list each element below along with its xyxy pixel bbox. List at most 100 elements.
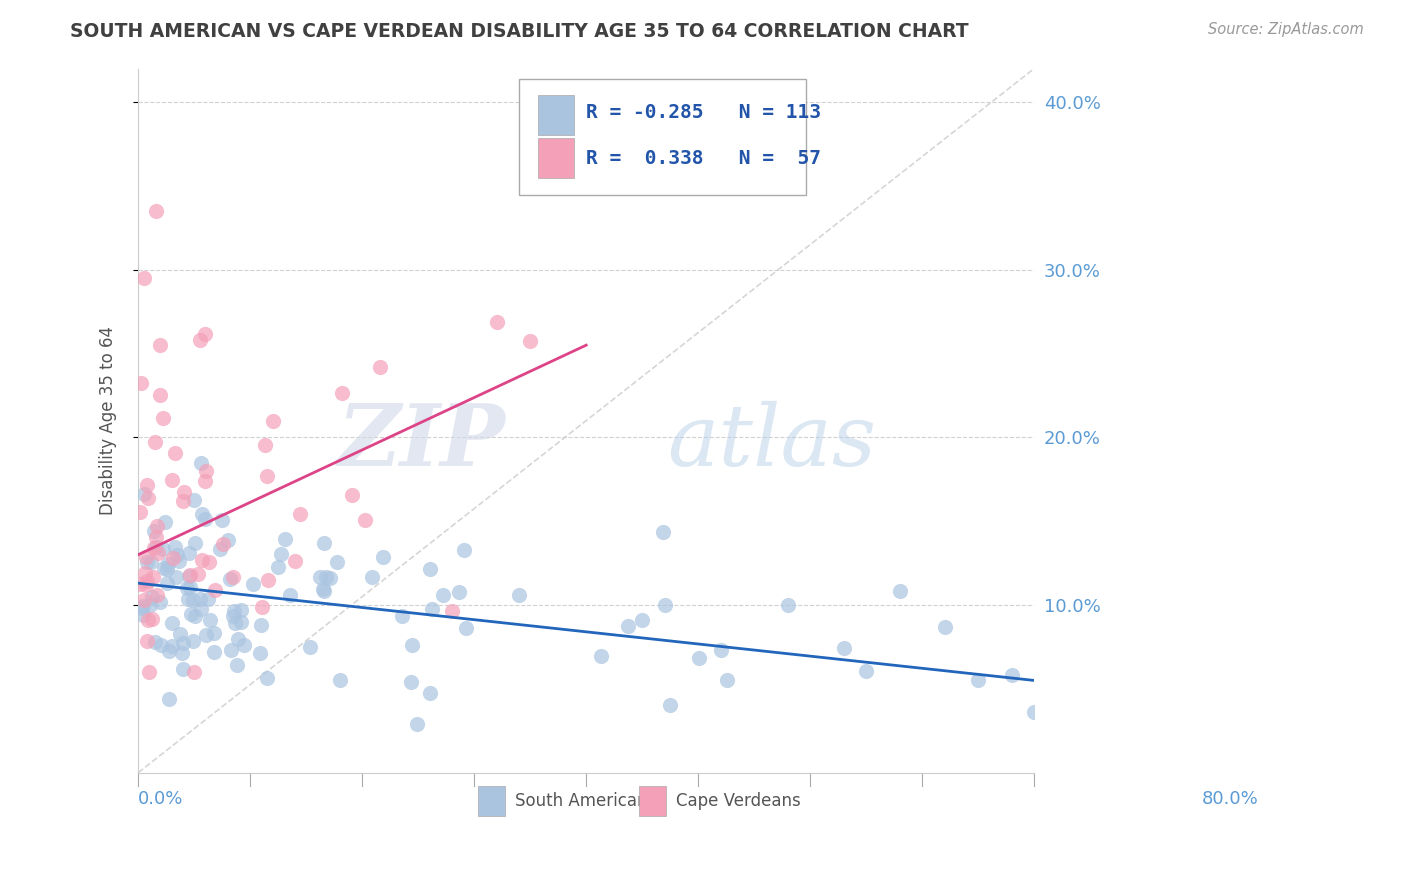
Point [146,588,169,602]
Point [138,613,160,627]
Point [420,602,443,616]
Point [145,540,167,554]
Point [262,414,284,428]
Point [135,478,157,492]
Point [162,550,184,565]
Point [146,546,169,560]
Point [143,524,166,538]
Point [406,716,429,731]
Point [312,536,335,550]
Point [136,634,159,648]
Point [591,648,613,663]
Point [254,438,277,452]
Point [361,570,384,584]
Point [330,385,353,400]
Point [166,548,188,562]
Point [157,644,180,658]
Point [135,555,157,569]
Point [134,271,156,285]
Point [219,572,242,586]
Point [1001,667,1024,681]
Point [456,621,478,635]
Point [136,574,159,589]
Text: Source: ZipAtlas.com: Source: ZipAtlas.com [1208,22,1364,37]
Point [138,665,160,679]
Point [152,411,174,425]
Text: South Americans: South Americans [515,792,655,810]
Point [179,569,201,583]
Point [284,553,307,567]
Point [143,635,166,649]
Point [181,593,204,607]
Text: 80.0%: 80.0% [1202,790,1258,808]
Point [631,613,654,627]
Point [149,638,172,652]
Point [141,612,163,626]
Point [157,692,180,706]
Point [132,608,155,623]
Point [312,582,335,596]
Point [183,492,205,507]
Point [146,519,169,533]
Point [198,555,221,569]
Point [160,639,183,653]
Point [967,673,990,687]
Point [391,609,413,624]
Point [432,588,454,602]
Point [315,570,337,584]
Point [134,566,156,580]
Point [204,583,226,598]
Point [191,507,214,521]
Point [165,570,187,584]
Point [197,592,219,607]
Point [889,584,911,599]
Point [181,634,204,648]
Point [299,640,322,654]
Point [188,592,211,607]
Point [184,609,207,624]
Point [149,388,172,402]
Point [419,686,441,700]
Point [202,645,225,659]
Point [165,445,187,459]
Point [280,588,302,602]
Point [256,468,278,483]
Point [138,598,160,612]
Point [249,646,271,660]
Point [314,584,336,599]
Point [190,456,212,470]
Point [229,602,252,616]
Point [222,570,245,584]
Point [172,646,194,660]
Point [832,640,855,655]
Point [160,473,183,487]
Point [194,327,217,342]
Text: 0.0%: 0.0% [138,790,184,808]
Point [855,664,877,678]
Point [224,616,246,631]
Point [172,494,194,508]
Text: atlas: atlas [666,401,876,483]
Point [172,636,194,650]
Point [143,435,166,450]
Point [256,671,278,685]
Point [211,513,233,527]
Point [233,638,256,652]
Point [221,609,243,624]
Point [508,588,530,602]
Point [373,549,395,564]
Point [184,536,207,550]
Point [354,513,377,527]
Point [141,590,163,604]
Text: ZIP: ZIP [337,400,506,483]
Point [129,376,152,390]
Point [134,593,156,607]
Point [399,674,422,689]
Point [194,511,217,525]
Point [652,524,675,539]
Point [250,599,273,614]
Point [776,598,799,612]
Point [1024,706,1046,720]
Point [180,607,202,621]
Point [194,474,217,488]
